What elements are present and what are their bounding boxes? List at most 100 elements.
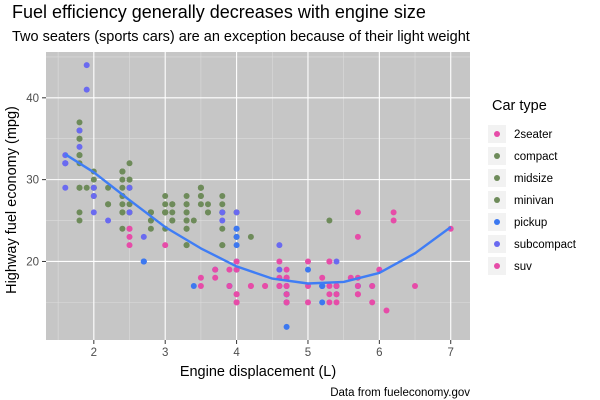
x-tick-label: 3 [162,347,168,359]
smooth-line [64,153,452,285]
point-subcompact [90,184,97,191]
legend-key-compact [494,153,500,159]
plot-panel [46,52,470,340]
point-suv [197,283,204,289]
chart-title: Fuel efficiency generally decreases with… [12,2,426,22]
point-subcompact [76,127,83,134]
point-subcompact [105,217,112,224]
point-suv [369,299,376,306]
point-suv [276,283,283,289]
point-midsize [147,217,154,224]
point-2seater [390,217,397,224]
point-suv [233,258,240,265]
point-2seater [390,209,397,216]
series-midsize [76,152,333,240]
point-suv [412,283,418,289]
point-subcompact [276,266,283,273]
point-suv [197,274,204,281]
point-pickup [233,225,240,232]
point-compact [83,184,90,191]
point-compact [90,176,97,183]
point-subcompact [219,217,226,224]
point-suv [319,274,326,281]
point-suv [212,266,219,273]
point-pickup [319,283,326,289]
legend-key-minivan [494,197,500,203]
point-midsize [183,201,190,208]
point-midsize [205,209,211,216]
y-axis: 20 30 40 [26,93,46,268]
point-midsize [197,184,204,191]
point-compact [105,184,112,191]
legend-key-midsize [494,175,500,181]
point-midsize [219,193,226,199]
point-subcompact [76,143,83,150]
legend-key-2seater [494,131,500,137]
point-subcompact [62,184,69,191]
point-midsize [119,168,126,175]
point-midsize [162,209,169,216]
point-minivan [183,242,190,249]
point-compact [76,209,83,216]
point-suv [326,258,333,265]
point-suv [326,291,333,298]
point-suv [333,291,340,298]
y-tick-label: 20 [26,256,39,268]
y-axis-title: Highway fuel economy (mpg) [4,106,20,294]
point-midsize [126,176,133,183]
point-suv [226,266,233,273]
point-subcompact [140,233,147,240]
point-suv [326,299,333,306]
point-pickup [233,242,240,249]
point-subcompact [276,242,283,249]
x-tick-label: 4 [233,347,240,359]
legend-label-pickup: pickup [514,217,547,229]
point-midsize [162,201,169,208]
point-suv [305,299,311,306]
point-midsize [247,233,254,240]
point-midsize [326,217,333,224]
point-minivan [183,225,190,232]
point-midsize [119,184,126,191]
point-suv [333,299,340,306]
legend-label-midsize: midsize [514,173,553,185]
point-suv [162,242,169,249]
point-suv [333,283,340,289]
point-subcompact [83,62,90,69]
x-tick-label: 7 [448,347,454,359]
point-midsize [119,176,126,183]
point-compact [76,217,83,224]
y-tick-label: 30 [26,175,39,187]
x-axis: 2 3 4 5 6 7 [91,340,454,359]
point-suv [354,283,361,289]
point-suv [383,307,390,314]
point-pickup [190,283,197,289]
point-suv [126,242,133,249]
point-suv [276,258,283,265]
point-suv [126,233,133,240]
point-suv [283,266,290,273]
x-axis-title: Engine displacement (L) [180,364,336,380]
point-pickup [305,266,311,273]
point-suv [283,299,290,306]
point-suv [305,258,311,265]
series-suv [126,225,418,314]
legend-label-suv: suv [514,261,532,273]
point-midsize [197,193,204,199]
point-midsize [119,209,126,216]
point-midsize [219,201,226,208]
point-suv [233,291,240,298]
point-pickup [319,299,326,306]
point-midsize [169,217,176,224]
point-suv [212,274,219,281]
panel-background [46,52,470,340]
legend: Car type 2seater compact midsize minivan pic… [488,98,577,275]
point-subcompact [90,193,97,199]
point-suv [126,225,133,232]
point-subcompact [90,209,97,216]
point-midsize [197,201,204,208]
point-pickup [233,233,240,240]
point-suv [283,291,290,298]
series-subcompact [62,62,340,273]
